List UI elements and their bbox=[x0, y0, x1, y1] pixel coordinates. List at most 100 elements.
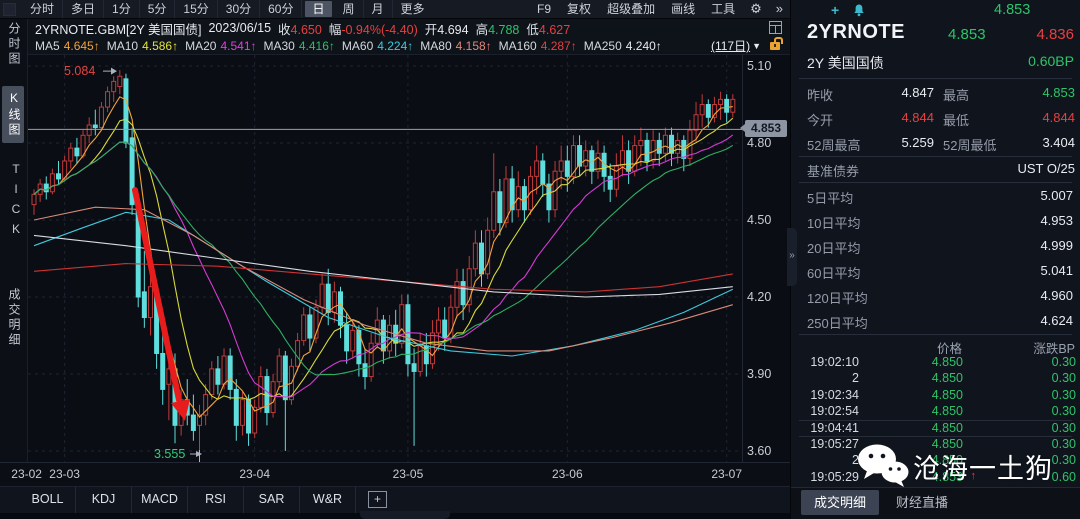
layout-grid-icon[interactable] bbox=[769, 21, 782, 34]
collapse-panel-handle[interactable]: « bbox=[360, 511, 450, 519]
sidebar-tab-intraday-chart[interactable]: 分时图 bbox=[7, 22, 21, 67]
tick-price: 4.850 bbox=[931, 404, 963, 419]
ma30-line bbox=[33, 141, 734, 376]
tick-time: 19:05:29 bbox=[810, 469, 859, 484]
indicator-tab-boll[interactable]: BOLL bbox=[20, 487, 76, 513]
avg60-value: 5.041 bbox=[1040, 263, 1073, 278]
tick-price: 4.853 bbox=[931, 469, 963, 484]
ma60-line bbox=[33, 211, 734, 357]
indicator-tab-wr[interactable]: W&R bbox=[300, 487, 356, 513]
alert-bell-icon[interactable] bbox=[853, 4, 865, 17]
add-indicator-button[interactable]: + bbox=[368, 491, 387, 508]
indicator-tab-sar[interactable]: SAR bbox=[244, 487, 300, 513]
symbol-name: 2YRNOTE.GBM[2Y 美国国债] bbox=[35, 22, 202, 37]
tick-change: 0.30 bbox=[1051, 387, 1076, 402]
y-tick: 5.10 bbox=[747, 59, 772, 73]
super-overlay-button[interactable]: 超级叠加 bbox=[607, 2, 656, 16]
day-high-value: 4.853 bbox=[1042, 85, 1075, 100]
tick-row: 19:05:29 4.853 0.60 ↑ bbox=[791, 470, 1080, 486]
tick-row: 19:04:41 4.850 0.30 bbox=[791, 421, 1080, 437]
tools-button[interactable]: 工具 bbox=[711, 2, 736, 16]
adjust-button[interactable]: 复权 bbox=[567, 2, 592, 16]
benchmark-label: 基准债券 bbox=[807, 164, 860, 179]
tick-time: 19:05:27 bbox=[810, 437, 859, 451]
indicator-tab-kdj[interactable]: KDJ bbox=[76, 487, 132, 513]
indicator-tab-rsi[interactable]: RSI bbox=[188, 487, 244, 513]
avg20-label: 20日平均 bbox=[807, 241, 861, 256]
ma10-value: 4.586↑ bbox=[142, 38, 179, 53]
open-today-label: 今开 bbox=[807, 113, 834, 128]
unlock-icon[interactable] bbox=[770, 36, 783, 50]
gear-icon[interactable]: ⚙ bbox=[750, 1, 762, 16]
ma80-label: MA80 bbox=[420, 38, 452, 53]
ma250-value: 4.240↑ bbox=[625, 38, 662, 53]
prev-close-value: 4.847 bbox=[901, 85, 934, 100]
divider bbox=[799, 156, 1072, 157]
last-price-tag: 4.853 bbox=[740, 120, 787, 138]
day-low-label: 最低 bbox=[943, 113, 970, 128]
tick-time: 19:02:54 bbox=[810, 404, 859, 419]
panel-tab-trade-detail[interactable]: 成交明细 bbox=[801, 490, 880, 515]
ma-bar: MA5 4.645↑ MA10 4.586↑ MA20 4.541↑ MA30 4.41… bbox=[28, 36, 790, 55]
candlestick-chart[interactable]: 5.084 3.555 bbox=[28, 55, 743, 462]
f9-button[interactable]: F9 bbox=[537, 2, 552, 16]
ma80-value: 4.158↑ bbox=[455, 38, 492, 53]
crosshair-date: 2023/06/15 bbox=[208, 21, 272, 35]
indicator-tab-macd[interactable]: MACD bbox=[132, 487, 188, 513]
range-value: -0.94%(-4.40) bbox=[341, 22, 418, 37]
tick-change: 0.30 bbox=[1051, 404, 1076, 419]
sidebar-tab-kline-chart[interactable]: K线图 bbox=[2, 86, 24, 143]
tab-30min[interactable]: 30分 bbox=[218, 0, 261, 18]
range-label: 幅 bbox=[328, 22, 342, 37]
ma10-label: MA10 bbox=[106, 38, 139, 53]
sidebar-tab-trade-detail[interactable]: 成交明细 bbox=[7, 288, 21, 348]
tab-5min[interactable]: 5分 bbox=[140, 0, 176, 18]
x-tick: 23-07 bbox=[711, 467, 743, 481]
price-axis: 5.10 4.80 4.50 4.20 3.90 3.60 4.853 bbox=[740, 55, 790, 462]
period-selector[interactable]: (117日) bbox=[710, 39, 751, 53]
tab-intraday[interactable]: 分时 bbox=[22, 0, 64, 18]
tab-weekly[interactable]: 周 bbox=[335, 0, 364, 18]
low-annotation: 3.555 bbox=[154, 447, 185, 461]
ma20-value: 4.541↑ bbox=[220, 38, 257, 53]
benchmark-value: UST O/25 bbox=[1017, 161, 1075, 176]
x-tick: 23-03 bbox=[49, 467, 80, 481]
tick-change: 0.60 bbox=[1051, 469, 1076, 484]
prev-close-label: 昨收 bbox=[807, 88, 834, 103]
tick-change: 0.30 bbox=[1051, 355, 1076, 369]
tick-separator bbox=[799, 436, 1072, 437]
tab-more[interactable]: 更多 bbox=[400, 2, 425, 16]
tick-row: 19:02:54 4.850 0.30 bbox=[791, 404, 1080, 420]
tab-monthly[interactable]: 月 bbox=[364, 0, 393, 18]
panel-collapse-icon[interactable]: » bbox=[787, 228, 797, 286]
tab-1min[interactable]: 1分 bbox=[104, 0, 140, 18]
sidebar-tab-tick[interactable]: TICK bbox=[9, 162, 23, 242]
open-label: 开 bbox=[424, 22, 438, 37]
avg10-value: 4.953 bbox=[1040, 213, 1073, 228]
change-column-header: 涨跌BP bbox=[1033, 342, 1075, 356]
tab-60min[interactable]: 60分 bbox=[260, 0, 303, 18]
high-annotation: 5.084 bbox=[64, 64, 95, 78]
tab-multiday[interactable]: 多日 bbox=[63, 0, 105, 18]
tab-15min[interactable]: 15分 bbox=[175, 0, 218, 18]
ma5-value: 4.645↑ bbox=[63, 38, 100, 53]
tick-time: 2 bbox=[852, 453, 859, 468]
ma60-value: 4.224↑ bbox=[377, 38, 414, 53]
period-caret-icon[interactable]: ▼ bbox=[752, 40, 761, 51]
ma60-label: MA60 bbox=[341, 38, 374, 53]
instrument-name: 2Y 美国国债 bbox=[807, 55, 884, 71]
panel-tab-finance-live[interactable]: 财经直播 bbox=[896, 495, 949, 510]
tick-change: 0.30 bbox=[1051, 371, 1076, 386]
add-to-watchlist-icon[interactable]: + bbox=[831, 2, 840, 18]
toolbar: 分时 多日 1分 5分 15分 30分 60分 日 周 月 更多 F9 复权 超… bbox=[0, 0, 790, 19]
tick-change: 0.30 bbox=[1051, 437, 1076, 451]
toolbar-more-chevron-icon[interactable]: » bbox=[775, 1, 783, 16]
ma250-line bbox=[33, 234, 733, 298]
tab-daily-selected[interactable]: 日 bbox=[305, 1, 332, 17]
y-tick: 4.50 bbox=[747, 213, 772, 227]
left-sidebar: 分时图 K线图 TICK 成交明细 bbox=[0, 19, 28, 519]
divider bbox=[799, 182, 1072, 183]
draw-line-button[interactable]: 画线 bbox=[671, 2, 696, 16]
panel-symbol: 2YRNOTE bbox=[807, 21, 905, 43]
